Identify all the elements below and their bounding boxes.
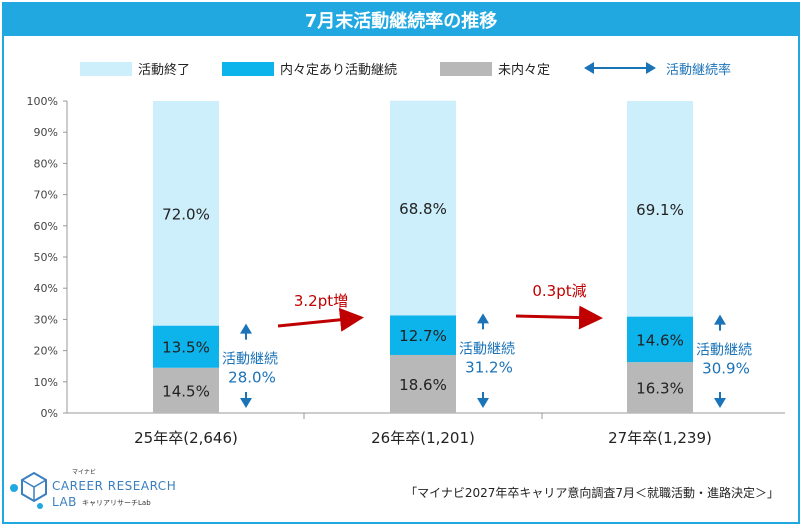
data-label: 16.3% [636, 380, 684, 398]
change-arrow-icon [515, 305, 603, 330]
chart-title-bar: 7月末活動継続率の推移 [4, 4, 798, 36]
y-tick-label: 30% [34, 313, 58, 326]
bar-segment [627, 362, 693, 413]
legend-swatch-offer-continuing [222, 62, 274, 76]
y-tick-label: 40% [34, 282, 58, 295]
data-label: 14.5% [162, 382, 210, 400]
y-tick-label: 70% [34, 189, 58, 202]
continuation-value: 30.9% [702, 360, 750, 378]
y-tick-label: 60% [34, 220, 58, 233]
bar-segment [390, 315, 456, 355]
change-label: 0.3pt減 [532, 282, 586, 300]
data-label: 13.5% [162, 339, 210, 357]
y-tick-label: 90% [34, 126, 58, 139]
continuation-value: 31.2% [465, 358, 513, 376]
logo-line1: CAREER RESEARCH [52, 479, 176, 493]
continuation-arrow-icon [240, 323, 252, 408]
continuation-arrow-icon [477, 313, 489, 408]
change-arrow-icon [277, 307, 364, 332]
chart-title: 7月末活動継続率の推移 [304, 11, 498, 32]
data-label: 69.1% [636, 201, 684, 219]
data-label: 12.7% [399, 327, 447, 345]
legend-label-no-offer: 未内々定 [498, 62, 550, 78]
continuation-label: 活動継続 [222, 351, 278, 368]
change-label: 3.2pt増 [294, 292, 348, 310]
legend: 活動終了 内々定あり活動継続 未内々定 活動継続率 [80, 62, 731, 78]
bar-segment [627, 316, 693, 363]
x-category-label: 25年卒(2,646) [134, 429, 238, 447]
y-tick-label: 0% [41, 407, 58, 420]
x-category-label: 26年卒(1,201) [371, 429, 475, 447]
x-category-label: 27年卒(1,239) [608, 429, 712, 447]
bar-segment [627, 101, 693, 317]
bar-segment [153, 325, 219, 368]
continuation-arrow-icon [714, 314, 726, 408]
y-axis: 0% 10% 20% 30% 40% 50% 60% 70% 80% 90% 100% [27, 95, 543, 420]
legend-label-continuation-rate: 活動継続率 [666, 62, 731, 78]
legend-label-offer-continuing: 内々定あり活動継続 [280, 62, 397, 78]
continuation-label: 活動継続 [696, 342, 752, 359]
legend-swatch-ended [80, 62, 132, 76]
logo-tag: キャリアリサーチLab [82, 499, 151, 507]
bar-segment [153, 367, 219, 413]
logo-line2: LAB [52, 495, 77, 509]
logo-cube-icon [10, 471, 47, 509]
y-tick-label: 100% [27, 95, 58, 108]
y-tick-label: 50% [34, 251, 58, 264]
data-label: 14.6% [636, 331, 684, 349]
continuation-value: 28.0% [228, 369, 276, 387]
data-label: 18.6% [399, 376, 447, 394]
y-tick-label: 20% [34, 345, 58, 358]
data-label: 72.0% [162, 205, 210, 223]
y-tick-label: 80% [34, 157, 58, 170]
logo-small-text: マイナビ [72, 468, 96, 476]
bar-segment [390, 100, 456, 316]
bar-segment [153, 101, 219, 326]
legend-swatch-no-offer [440, 62, 492, 76]
bar-segment [390, 354, 456, 413]
bars: 14.5% 13.5% 72.0% 25年卒(2,646) 18.6% 12.7% 68.8… [134, 100, 712, 447]
legend-double-arrow-icon [584, 62, 656, 74]
data-label: 68.8% [399, 200, 447, 218]
continuation-label: 活動継続 [459, 340, 515, 357]
career-research-lab-logo: マイナビ CAREER RESEARCH LAB キャリアリサーチLab [10, 468, 176, 509]
y-tick-label: 10% [34, 376, 58, 389]
source-note: 「マイナビ2027年卒キャリア意向調査7月＜就職活動・進路決定＞」 [405, 486, 779, 500]
legend-label-ended: 活動終了 [138, 62, 190, 78]
